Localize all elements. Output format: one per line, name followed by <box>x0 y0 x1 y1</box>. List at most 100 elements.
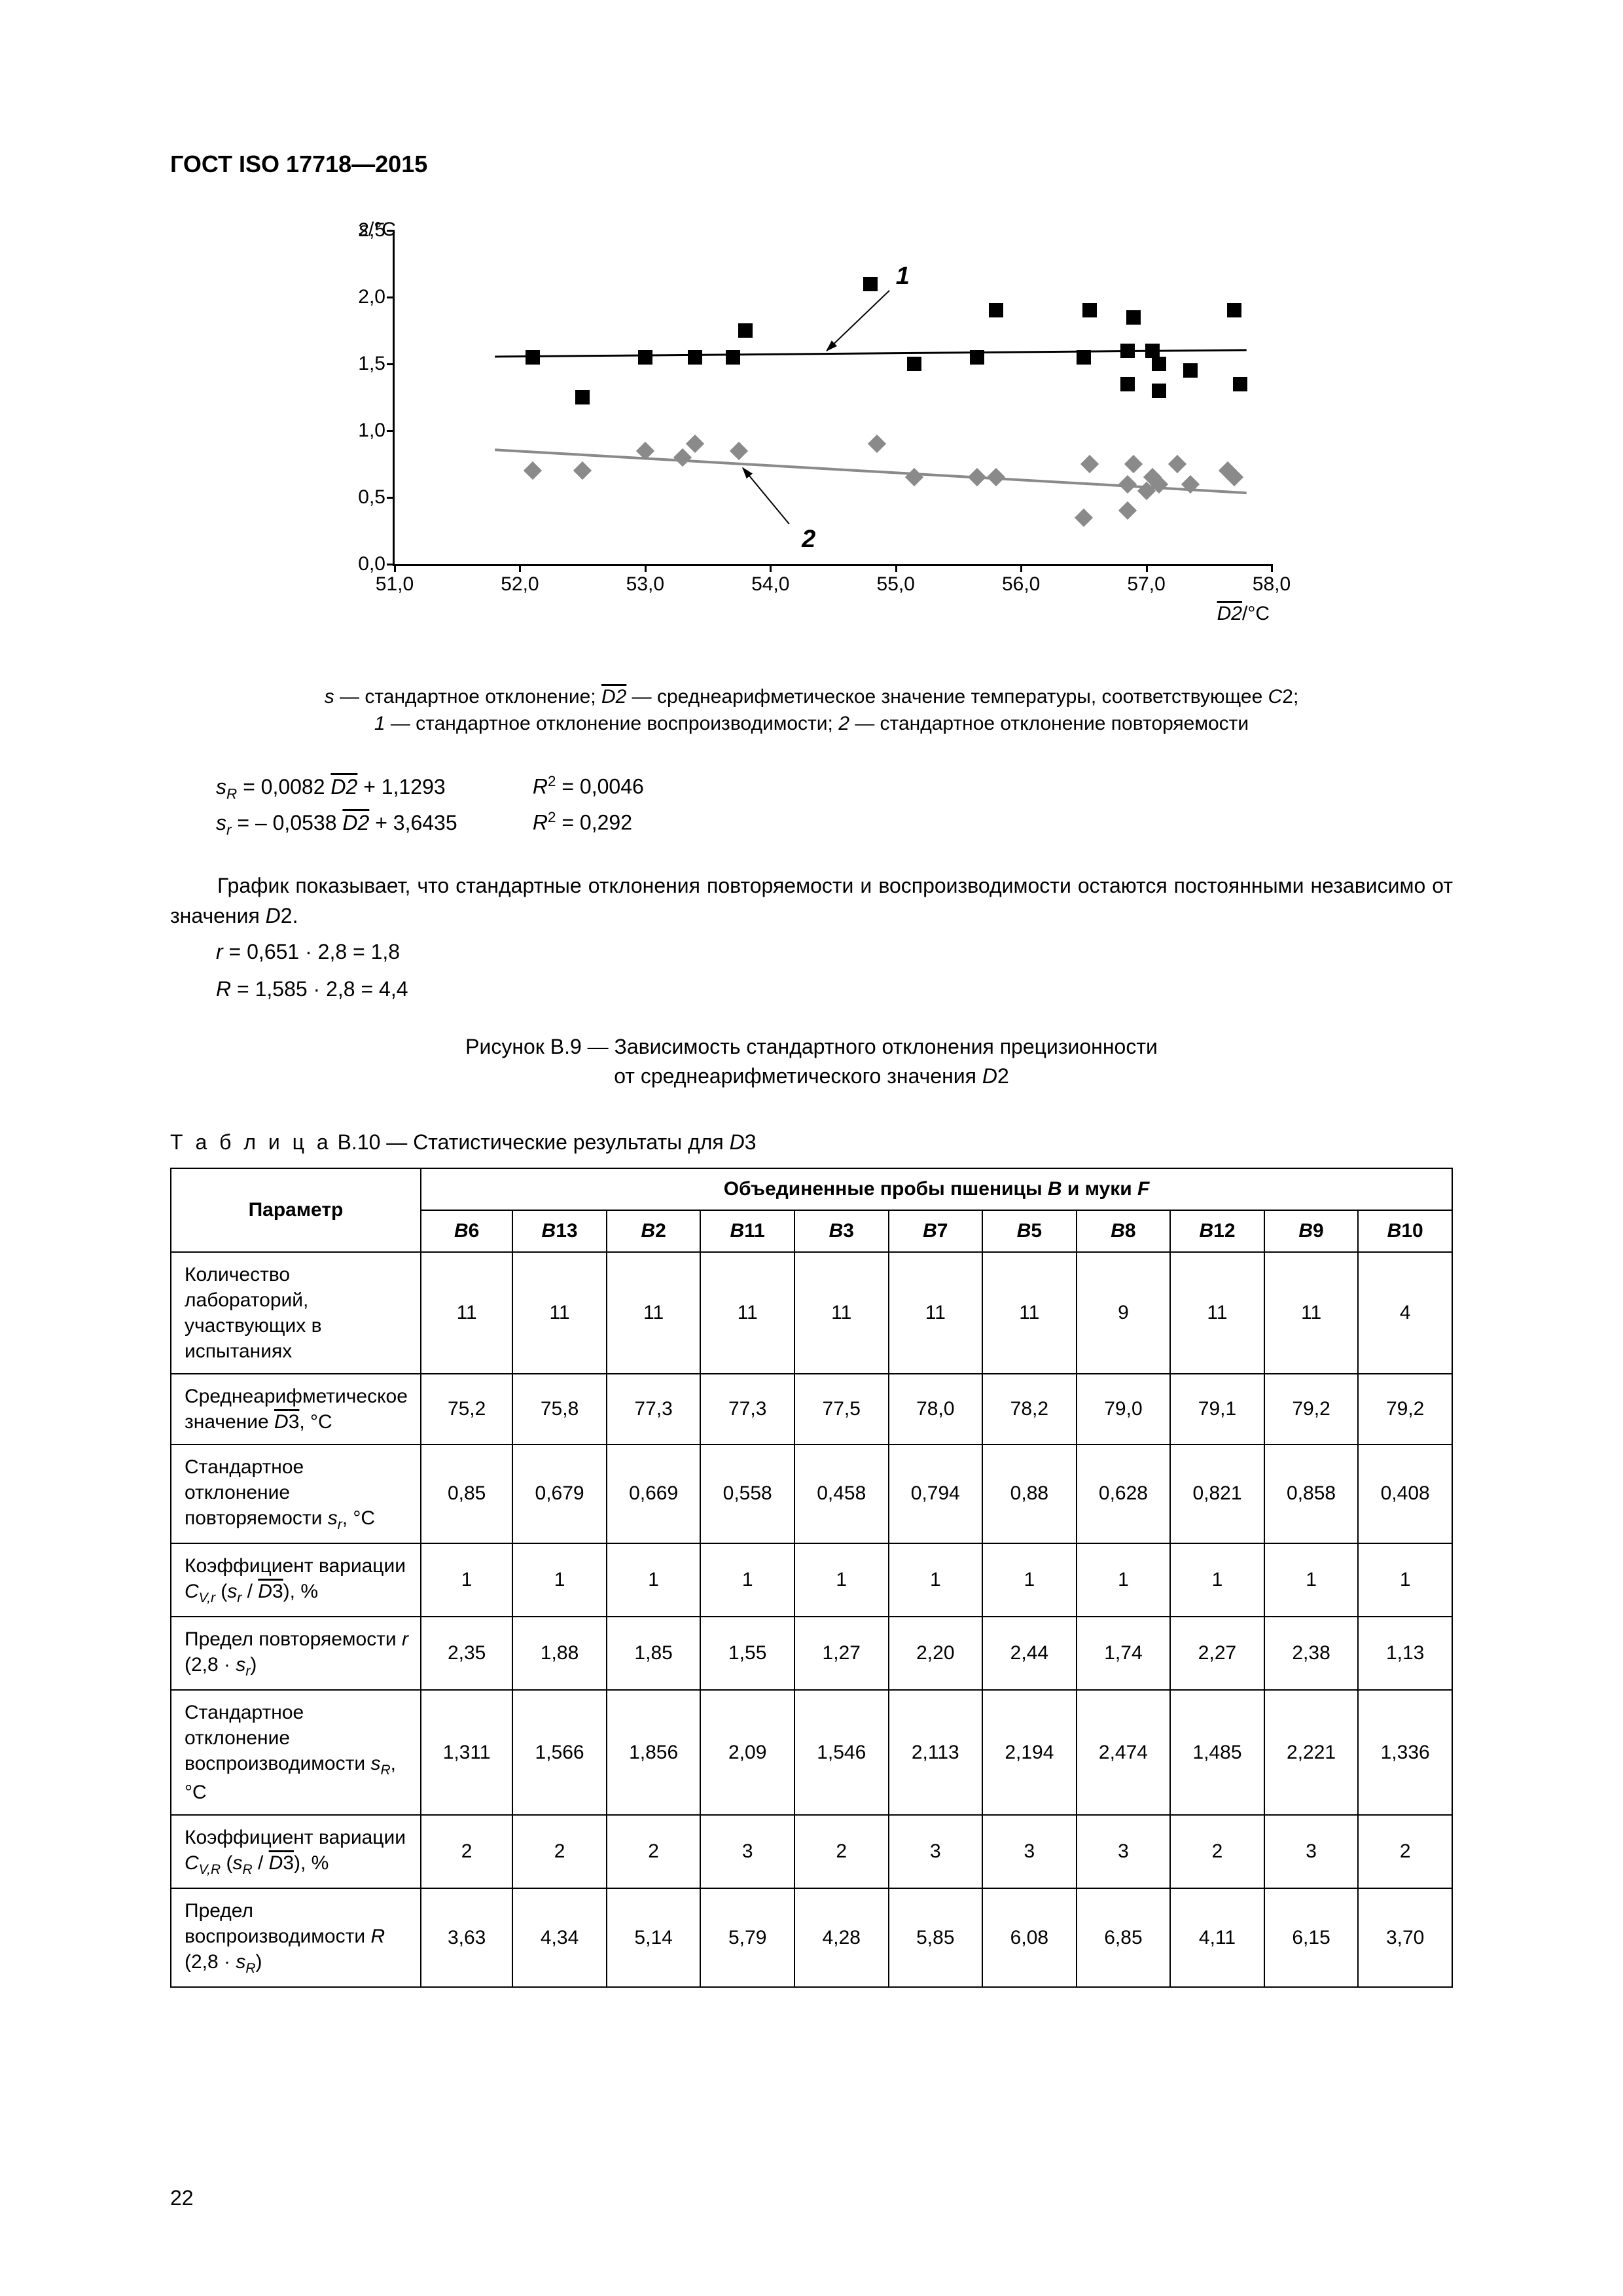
column-header: B7 <box>889 1210 983 1252</box>
cell: 0,679 <box>512 1444 607 1543</box>
y-tick-label: 0,0 <box>340 553 385 575</box>
eq-sR-val: = 0,0046 <box>556 775 643 798</box>
equation-sR: sR = 0,0082 D2 + 1,1293 R2 = 0,0046 <box>216 770 1453 806</box>
x-title-d: D2 <box>1217 603 1242 624</box>
cap2-t: — стандартное отклонение воспроизводимос… <box>385 713 839 734</box>
cell: 2,27 <box>1170 1617 1264 1690</box>
document-header: ГОСТ ISO 17718—2015 <box>170 151 1453 178</box>
chart-legend-caption: s — стандартное отклонение; D2 — среднеа… <box>170 684 1453 737</box>
cell: 5,79 <box>700 1888 794 1987</box>
cell: 1 <box>607 1543 701 1617</box>
cell: 1 <box>421 1543 512 1617</box>
equation-sr: sr = – 0,0538 D2 + 3,6435 R2 = 0,292 <box>216 806 1453 842</box>
tt-d: D <box>730 1130 745 1154</box>
cell: 1,55 <box>700 1617 794 1690</box>
x-tick-mark <box>519 564 521 572</box>
para-dn: 2 <box>281 904 293 927</box>
series-1-point <box>638 350 652 365</box>
eq-sR-R: R <box>533 775 548 798</box>
series-1-point <box>1082 303 1097 317</box>
cell: 6,85 <box>1077 1888 1171 1987</box>
cell: 0,669 <box>607 1444 701 1543</box>
cell: 11 <box>982 1252 1077 1374</box>
table-row: Коэффициент вариации CV,R (sR / D3), % 2 2… <box>171 1815 1452 1888</box>
cell: 2 <box>1170 1815 1264 1888</box>
cell: 0,628 <box>1077 1444 1171 1543</box>
page-content: ГОСТ ISO 17718—2015 s/°C 1 2 0,00,51,01,… <box>170 151 1453 1988</box>
x-tick-label: 52,0 <box>501 573 539 596</box>
cell: 79,0 <box>1077 1374 1171 1444</box>
calc-R-lhs: R <box>216 977 231 1001</box>
cell: 2 <box>607 1815 701 1888</box>
cell: 0,458 <box>794 1444 889 1543</box>
cell: 0,88 <box>982 1444 1077 1543</box>
series-1-point <box>1152 357 1166 371</box>
eq-sr-tail: + 3,6435 <box>369 811 457 834</box>
cell: 0,858 <box>1264 1444 1359 1543</box>
series-1-point <box>1152 384 1166 398</box>
x-tick-label: 51,0 <box>376 573 414 596</box>
equations-block: sR = 0,0082 D2 + 1,1293 R2 = 0,0046 sr =… <box>216 770 1453 842</box>
x-tick-label: 53,0 <box>626 573 664 596</box>
cell: 79,2 <box>1358 1374 1452 1444</box>
cap-t2: — среднеарифметическое значение температ… <box>626 686 1268 708</box>
cell: 2,38 <box>1264 1617 1359 1690</box>
cell: 11 <box>889 1252 983 1374</box>
cap-c: C <box>1268 686 1283 708</box>
cell: 2,194 <box>982 1690 1077 1814</box>
y-tick-label: 0,5 <box>340 486 385 509</box>
cell: 2,35 <box>421 1617 512 1690</box>
series-1-point <box>989 303 1003 317</box>
gh-mid: и муки <box>1062 1178 1137 1200</box>
x-tick-label: 58,0 <box>1253 573 1291 596</box>
cell: 0,794 <box>889 1444 983 1543</box>
group-header: Объединенные пробы пшеницы B и муки F <box>421 1168 1452 1210</box>
table-row: Предел повторяемости r (2,8 · sr)2,351,8… <box>171 1617 1452 1690</box>
chart-container: s/°C 1 2 0,00,51,01,52,02,551,052,053,05… <box>314 230 1283 625</box>
cell: 3 <box>700 1815 794 1888</box>
cell: 11 <box>607 1252 701 1374</box>
x-tick-label: 56,0 <box>1002 573 1040 596</box>
results-table: Параметр Объединенные пробы пшеницы B и … <box>170 1168 1453 1988</box>
cap2-1: 1 <box>374 713 385 734</box>
series-1-point <box>1183 363 1198 378</box>
cell: 11 <box>700 1252 794 1374</box>
cap-end: ; <box>1293 686 1298 708</box>
cell: 75,8 <box>512 1374 607 1444</box>
cell: 75,2 <box>421 1374 512 1444</box>
table-row: Количество лабораторий, участвующих в ис… <box>171 1252 1452 1374</box>
cell: 2,474 <box>1077 1690 1171 1814</box>
y-tick-mark <box>387 363 395 365</box>
chart-lines <box>395 230 1272 564</box>
cell: 2 <box>794 1815 889 1888</box>
row-label: Коэффициент вариации CV,R (sR / D3), % <box>171 1815 421 1888</box>
eq-sr-d2: D2 <box>342 811 369 834</box>
row-label: Коэффициент вариации CV,r (sr / D3), % <box>171 1543 421 1617</box>
x-tick-mark <box>1146 564 1148 572</box>
eq-sR-rhs: = 0,0082 <box>237 775 330 798</box>
tt-rest: В.10 — Статистические результаты для <box>332 1130 730 1154</box>
cell: 1 <box>1170 1543 1264 1617</box>
series-1-point <box>970 350 984 365</box>
eq-sR-sub: R <box>226 785 237 802</box>
series-1-point <box>526 350 540 365</box>
column-header: B12 <box>1170 1210 1264 1252</box>
x-tick-mark <box>1271 564 1273 572</box>
cell: 5,14 <box>607 1888 701 1987</box>
x-tick-mark <box>1020 564 1022 572</box>
series-1-point <box>575 390 590 404</box>
cell: 78,0 <box>889 1374 983 1444</box>
eq-sr-d2v: D2 <box>342 811 369 834</box>
cell: 0,408 <box>1358 1444 1452 1543</box>
cell: 3 <box>1264 1815 1359 1888</box>
plot-area: 1 2 0,00,51,01,52,02,551,052,053,054,055… <box>393 230 1272 566</box>
cap-d2: D2 <box>601 686 626 708</box>
cell: 2 <box>1358 1815 1452 1888</box>
calc-R-eq: = 1,585 · 2,8 = 4,4 <box>231 977 408 1001</box>
eq-sr-rhs: = – 0,0538 <box>231 811 342 834</box>
table-row: Коэффициент вариации CV,r (sr / D3), %11… <box>171 1543 1452 1617</box>
row-label: Предел повторяемости r (2,8 · sr) <box>171 1617 421 1690</box>
cell: 77,3 <box>607 1374 701 1444</box>
series-1-point <box>726 350 740 365</box>
cell: 6,15 <box>1264 1888 1359 1987</box>
